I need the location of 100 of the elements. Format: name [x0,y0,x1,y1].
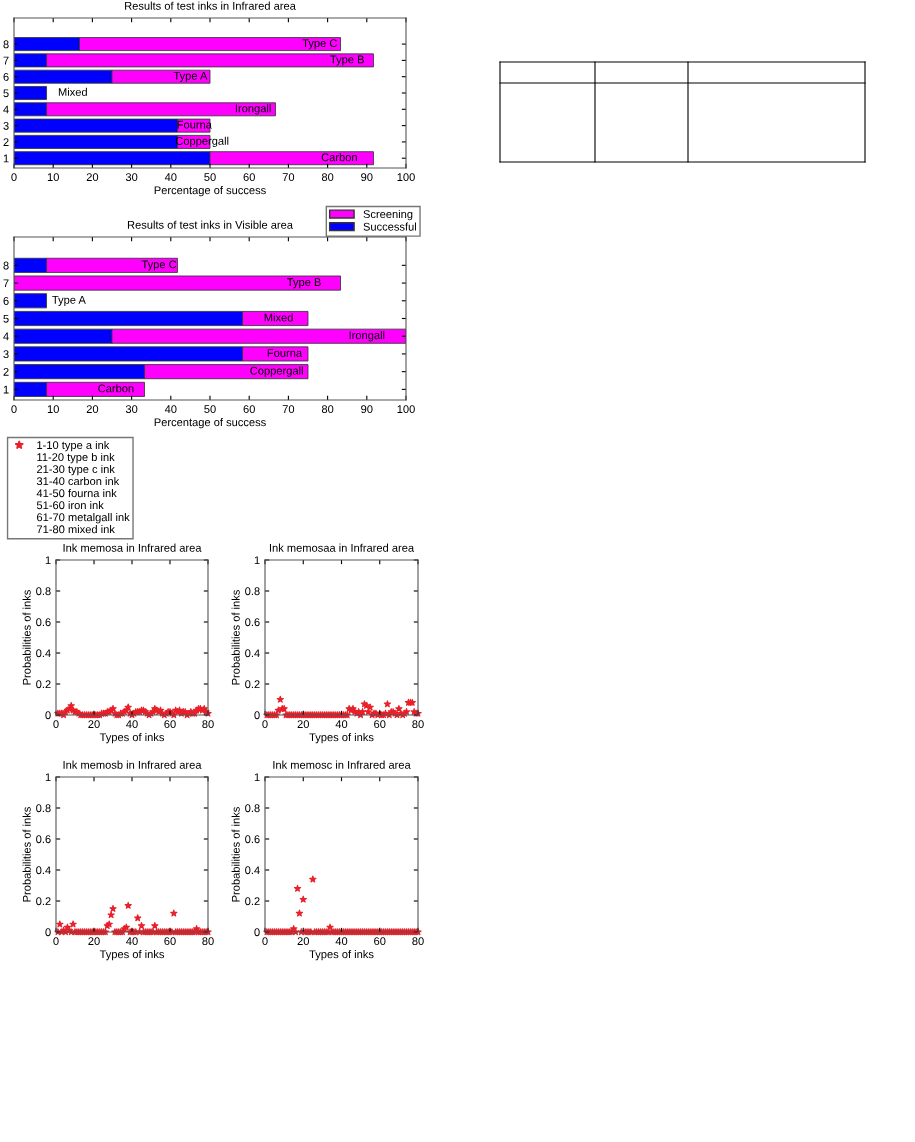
x-tick-label: 20 [86,173,99,182]
x-tick-label: 10 [47,405,59,414]
annotation: Carbon [98,384,134,393]
chart-title: Ink memosc in Infrared area [273,760,411,769]
x-tick-label: 20 [297,937,309,946]
y-axis-title: Probabilities of inks [22,590,31,685]
y-tick-label: 0.6 [36,835,51,844]
legend-label: 1-10 type a ink [37,440,110,452]
x-tick-label: 60 [164,720,176,729]
chart-title: Results of test inks in Infrared area [125,1,296,10]
y-tick-label: 0.4 [36,649,51,658]
y-tick-label: 1 [254,556,260,565]
chart-title: Ink memosaa in Infrared area [269,543,415,552]
x-tick-label: 40 [126,720,138,729]
x-tick-label: 60 [164,937,176,946]
y-tick-label: 0 [254,711,260,720]
y-tick-label: 0.4 [245,866,260,875]
y-tick-label: 1 [3,154,9,163]
y-tick-label: 7 [3,279,9,288]
annotation: Type A [52,296,86,306]
y-tick-label: 4 [3,105,9,114]
y-tick-label: 0.2 [245,680,260,689]
text: 11-20 type b ink [37,452,115,464]
text: 31-40 carbon ink [36,476,120,486]
x-tick-label: 40 [335,937,348,946]
x-tick-label: 80 [202,720,214,729]
y-tick-label: 0.6 [245,618,260,627]
x-tick-label: 80 [412,720,424,729]
x-tick-label: 60 [374,937,386,946]
x-tick-label: 50 [204,405,216,414]
x-tick-label: 50 [204,173,216,182]
y-tick-label: 0.6 [245,835,260,844]
y-tick-label: 0.2 [36,897,51,906]
chart-title: Ink memosa in Infrared area [63,543,202,552]
annotation: Fourna [267,349,303,357]
annotation: Irongall [349,331,385,342]
x-tick-label: 80 [412,937,424,946]
y-tick-label: 0.8 [36,587,51,596]
x-tick-label: 90 [361,173,373,182]
y-tick-label: 0 [45,928,51,937]
x-tick-label: 90 [361,405,373,414]
y-tick-label: 6 [3,297,9,305]
text: 51-60 iron ink [36,501,104,510]
annotation: Type B [330,55,364,66]
x-axis-title: Percentage of success [154,186,266,197]
y-tick-label: 6 [3,72,9,81]
x-tick-label: 70 [282,405,295,414]
x-tick-label: 20 [86,405,99,414]
x-tick-label: 20 [88,720,100,729]
y-tick-label: 0 [254,928,260,937]
x-tick-label: 20 [88,937,100,946]
x-tick-label: 30 [125,405,138,414]
text: 61-70 metalgall ink [37,513,130,524]
x-tick-label: 40 [164,173,177,182]
x-tick-label: 100 [397,173,415,182]
x-tick-label: 40 [335,720,348,729]
y-tick-label: 0.6 [36,618,51,627]
y-tick-label: 0 [45,711,51,720]
x-tick-label: 80 [321,405,334,414]
x-tick-label: 0 [53,937,59,946]
annotation: Type C [302,39,337,50]
y-tick-label: 1 [45,556,51,565]
y-tick-label: 5 [3,89,9,98]
annotation: Type A [173,71,208,82]
y-tick-label: 1 [254,773,260,782]
y-tick-label: 0.2 [36,680,51,689]
x-tick-label: 10 [47,173,59,182]
y-tick-label: 1 [45,773,51,782]
x-tick-label: 0 [262,720,268,729]
x-axis-title: Percentage of success [154,418,266,429]
chart-title: Results of test inks in Visible area [127,220,293,229]
x-tick-label: 0 [11,405,17,414]
y-axis-title: Probabilities of inks [22,807,31,902]
y-tick-label: 5 [3,314,9,323]
x-tick-label: 80 [321,173,334,182]
y-tick-label: 7 [3,56,9,65]
annotation: Type C [141,260,177,271]
x-tick-label: 100 [397,405,415,414]
y-tick-label: 4 [3,332,9,341]
annotation: Carbon [321,153,357,162]
x-tick-label: 80 [202,937,214,946]
x-tick-label: 60 [374,720,386,729]
x-tick-label: 60 [243,173,255,182]
annotation: Mixed [58,87,87,96]
chart-title: Ink memosb in Infrared area [63,760,202,769]
text: 21-30 type c ink [37,464,115,476]
y-axis-title: Probabilities of inks [231,807,240,902]
text: 41-50 fourna ink [36,488,117,498]
y-tick-label: 3 [3,350,9,359]
annotation: Type B [287,278,321,289]
annotation: Coppergall [250,366,303,377]
x-axis-title: Types of inks [309,733,374,744]
y-tick-label: 0.8 [245,587,260,596]
y-tick-label: 0.8 [245,804,260,813]
x-tick-label: 0 [262,937,268,946]
x-axis-title: Types of inks [309,950,374,961]
x-tick-label: 40 [126,937,138,946]
x-tick-label: 0 [53,720,59,729]
x-tick-label: 0 [11,173,17,182]
annotation: Mixed [264,313,293,322]
